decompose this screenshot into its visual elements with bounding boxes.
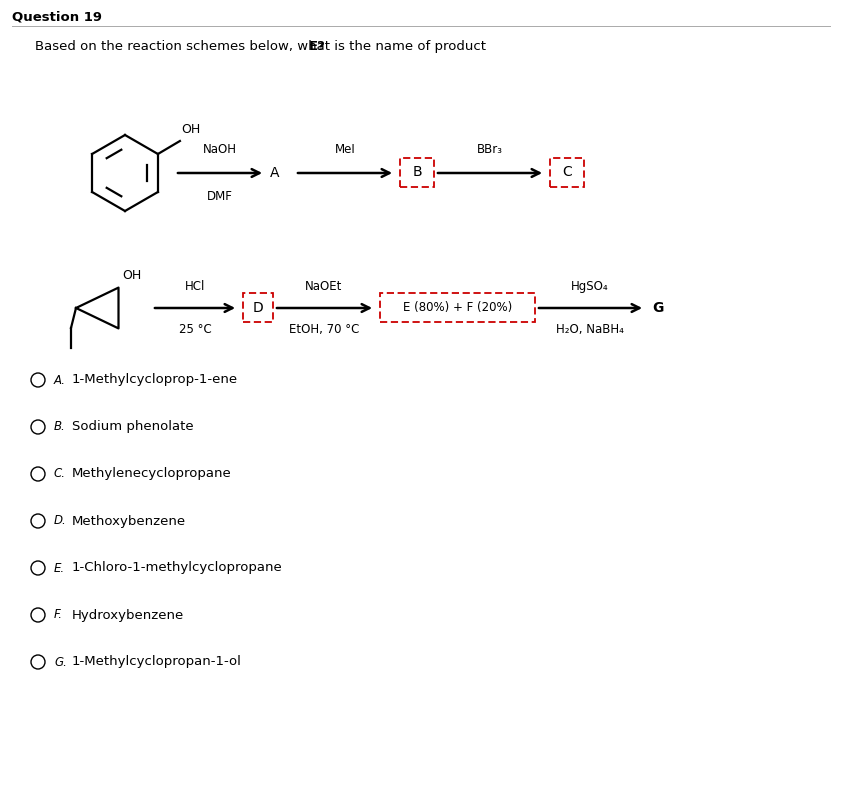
Text: 25 °C: 25 °C: [179, 323, 211, 336]
Text: Based on the reaction schemes below, what is the name of product: Based on the reaction schemes below, wha…: [35, 40, 490, 53]
Text: Question 19: Question 19: [12, 10, 102, 23]
Text: Sodium phenolate: Sodium phenolate: [72, 420, 194, 434]
Bar: [550, 158, 584, 187]
Text: G.: G.: [54, 655, 67, 668]
Text: E (80%) + F (20%): E (80%) + F (20%): [402, 301, 512, 314]
Text: B: B: [413, 166, 422, 179]
Text: BBr₃: BBr₃: [477, 143, 503, 156]
Text: HCl: HCl: [184, 280, 205, 293]
Text: Methylenecyclopropane: Methylenecyclopropane: [72, 468, 232, 481]
Text: Methoxybenzene: Methoxybenzene: [72, 515, 186, 528]
Text: MeI: MeI: [334, 143, 355, 156]
Text: E.: E.: [54, 562, 65, 574]
Text: C: C: [562, 166, 572, 179]
Text: OH: OH: [122, 268, 141, 282]
Bar: [243, 293, 273, 322]
Text: H₂O, NaBH₄: H₂O, NaBH₄: [556, 323, 624, 336]
Text: 1-Methylcycloprop-1-ene: 1-Methylcycloprop-1-ene: [72, 373, 238, 386]
Text: NaOH: NaOH: [203, 143, 237, 156]
Text: A: A: [270, 166, 280, 180]
Text: F.: F.: [54, 608, 63, 621]
Text: OH: OH: [181, 123, 200, 136]
Text: D.: D.: [54, 515, 67, 528]
Text: E?: E?: [309, 40, 326, 53]
Bar: [380, 293, 535, 322]
Text: C.: C.: [54, 468, 66, 481]
Text: B.: B.: [54, 420, 66, 434]
Text: G: G: [653, 301, 663, 315]
Text: HgSO₄: HgSO₄: [571, 280, 609, 293]
Bar: [400, 158, 434, 187]
Text: 1-Chloro-1-methylcyclopropane: 1-Chloro-1-methylcyclopropane: [72, 562, 283, 574]
Text: 1-Methylcyclopropan-1-ol: 1-Methylcyclopropan-1-ol: [72, 655, 242, 668]
Text: EtOH, 70 °C: EtOH, 70 °C: [289, 323, 360, 336]
Text: NaOEt: NaOEt: [306, 280, 343, 293]
Text: Hydroxybenzene: Hydroxybenzene: [72, 608, 184, 621]
Text: DMF: DMF: [207, 190, 233, 203]
Text: A.: A.: [54, 373, 66, 386]
Text: D: D: [253, 301, 264, 314]
